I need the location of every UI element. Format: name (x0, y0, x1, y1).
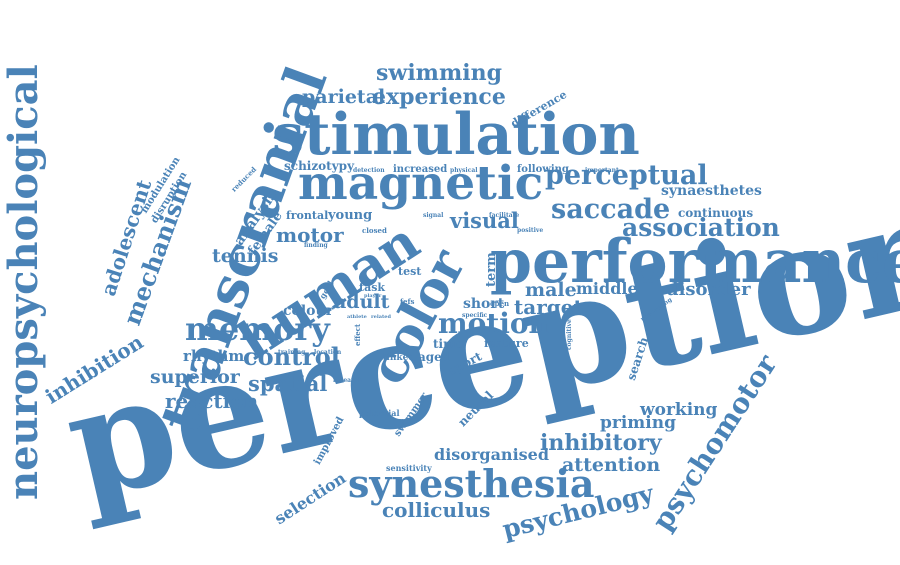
word-player: player (364, 293, 382, 299)
word-signal: signal (423, 212, 444, 219)
word-swimming: swimming (376, 60, 502, 86)
word-effect: effect (353, 323, 362, 346)
word-neuropsychological: neuropsychological (0, 64, 47, 500)
word-important: important (585, 167, 619, 174)
word-colour: colour (283, 303, 334, 319)
word-continuous: continuous (678, 206, 754, 220)
word-parietal: parietal (302, 86, 386, 108)
word-synesthesia: synesthesia (348, 461, 595, 506)
word-saccade: saccade (551, 194, 671, 225)
word-adult: adult (334, 291, 390, 313)
word-location: location (314, 349, 342, 356)
word-specific: specific (462, 312, 488, 319)
word-potential: potential (359, 408, 400, 418)
word-schizotypy: schizotypy (284, 159, 355, 173)
word-rhythm: rhythm (183, 347, 245, 365)
word-detection: detection (353, 167, 385, 174)
word-priming: priming (600, 413, 676, 433)
word-sensitivity: sensitivity (386, 463, 432, 473)
word-target: target (514, 295, 583, 319)
word-working: working (640, 400, 718, 420)
word-disorder: disorder (666, 279, 751, 300)
word-control: control (243, 342, 340, 371)
word-related: related (371, 314, 391, 320)
word-training: training (278, 349, 306, 356)
word-task: task (359, 281, 386, 294)
word-physical: physical (450, 167, 478, 174)
word-motion: motion (438, 307, 549, 340)
word-attention: attention (562, 454, 661, 476)
word-disorganised: disorganised (434, 445, 550, 464)
word-stimulation: stimulation (272, 101, 640, 168)
word-linked: linked (383, 353, 415, 363)
word-superior: superior (150, 366, 240, 388)
word-test: test (398, 265, 422, 278)
word-motor: motor (276, 223, 344, 247)
word-synaesthetes: synaesthetes (661, 183, 762, 199)
word-tennis: tennis (212, 245, 279, 267)
word-association: association (622, 213, 780, 242)
word-finding: finding (304, 242, 328, 249)
word-facilitate: facilitate (489, 212, 520, 219)
word-positive: positive (517, 227, 544, 234)
word-cognitive: cognitive (566, 319, 573, 350)
word-aged: aged (418, 350, 451, 364)
word-increased: increased (393, 164, 448, 175)
word-magnetic: magnetic (298, 156, 544, 211)
word-memory: memory (185, 310, 330, 348)
word-fefs: fefs (400, 297, 415, 306)
word-performance: performance (490, 227, 900, 297)
word-male: male (525, 279, 577, 301)
word-experience: experience (372, 84, 506, 110)
word-young: young (328, 208, 373, 223)
word-reaction: reaction (165, 389, 259, 413)
word-visual: visual (450, 208, 519, 233)
word-term: term (484, 252, 499, 287)
word-athlete: athlete (347, 314, 367, 320)
word-closed: closed (362, 226, 387, 235)
word-time: time (433, 337, 464, 351)
word-colliculus: colliculus (382, 498, 491, 522)
word-open: open (490, 299, 510, 308)
word-inhibitory: inhibitory (540, 430, 662, 456)
word-following: following (517, 164, 569, 175)
word-frontal: frontal (286, 209, 329, 222)
word-short: short (463, 296, 505, 312)
word-perceptual: perceptual (545, 160, 708, 191)
word-spatial: spatial (248, 371, 328, 396)
word-middle: middle (576, 279, 638, 298)
word-research: research (333, 377, 363, 384)
word-feature: feature (484, 337, 529, 350)
